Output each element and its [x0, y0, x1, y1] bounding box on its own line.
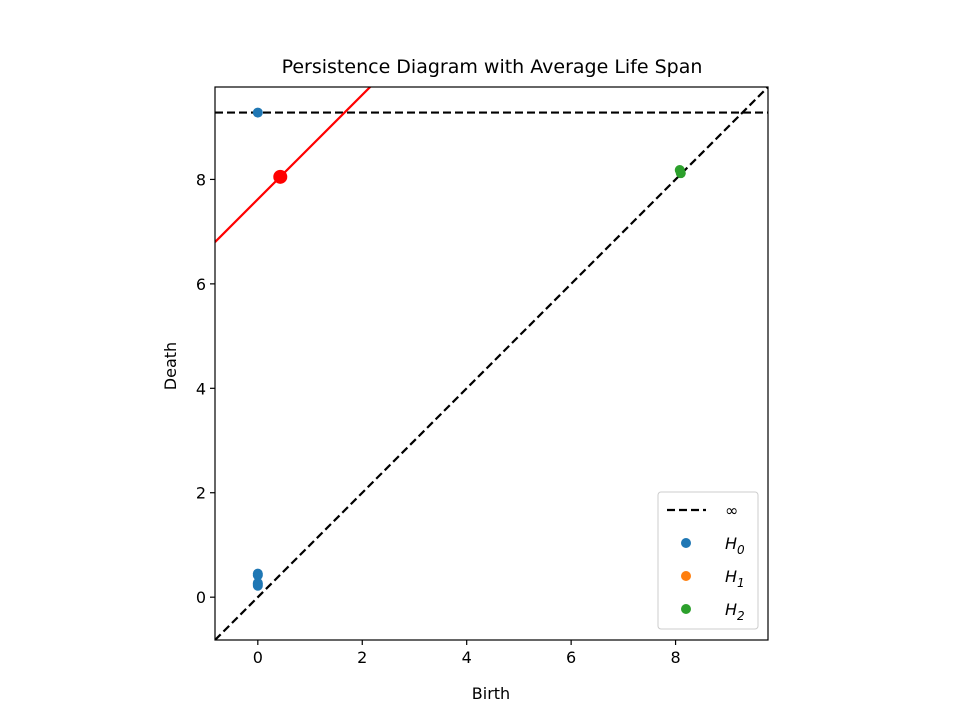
plot-frame: [214, 86, 769, 641]
x-tick-label: 4: [462, 648, 472, 667]
x-axis-label: Birth: [472, 684, 510, 703]
plot-content: [215, 87, 768, 640]
legend-label: ∞: [725, 501, 738, 520]
y-tick-label: 8: [196, 170, 206, 189]
legend-swatch-h1: [681, 571, 691, 581]
legend-label-subscript: 1: [737, 576, 745, 590]
point-h0: [252, 578, 263, 589]
legend-box: [657, 491, 759, 630]
y-tick-label: 4: [196, 379, 206, 398]
y-axis-ticks: 0 2 4 6 8: [196, 170, 215, 607]
legend-swatch-h2: [681, 604, 691, 614]
y-tick-label: 6: [196, 275, 206, 294]
x-tick-label: 0: [253, 648, 263, 667]
diagonal-line: [215, 87, 768, 640]
average-point: [273, 169, 288, 184]
y-tick-label: 0: [196, 588, 206, 607]
point-h0: [252, 568, 263, 579]
chart-title: Persistence Diagram with Average Life Sp…: [282, 56, 703, 78]
legend-label-subscript: 0: [737, 543, 745, 557]
legend-label-subscript: 2: [737, 609, 745, 623]
y-axis-label: Death: [161, 342, 180, 390]
legend-swatch-h0: [681, 538, 691, 548]
point-h0: [252, 107, 263, 118]
y-tick-label: 2: [196, 484, 206, 503]
average-life-span-line: [215, 87, 372, 243]
point-h2: [675, 168, 686, 179]
x-axis-ticks: 0 2 4 6 8: [253, 640, 681, 667]
x-tick-label: 6: [566, 648, 576, 667]
x-tick-label: 2: [357, 648, 367, 667]
x-tick-label: 8: [670, 648, 680, 667]
